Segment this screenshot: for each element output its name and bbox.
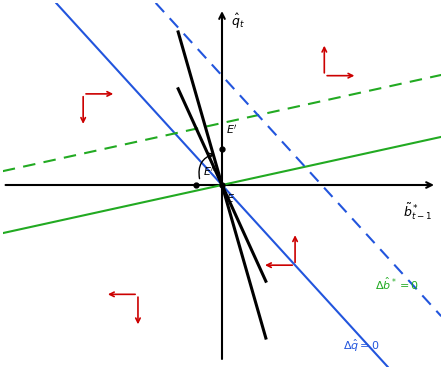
Text: $\hat{q}_t$: $\hat{q}_t$ <box>231 12 245 31</box>
Text: $\Delta\hat{q} = 0$: $\Delta\hat{q} = 0$ <box>343 337 379 354</box>
Text: $E''$: $E''$ <box>202 165 217 178</box>
Text: $E$: $E$ <box>226 192 235 204</box>
Text: $\tilde{b}^*_{t-1}$: $\tilde{b}^*_{t-1}$ <box>404 201 432 222</box>
Text: $E'$: $E'$ <box>226 123 238 136</box>
Text: $\Delta\hat{b}^*= 0$: $\Delta\hat{b}^*= 0$ <box>376 275 420 292</box>
